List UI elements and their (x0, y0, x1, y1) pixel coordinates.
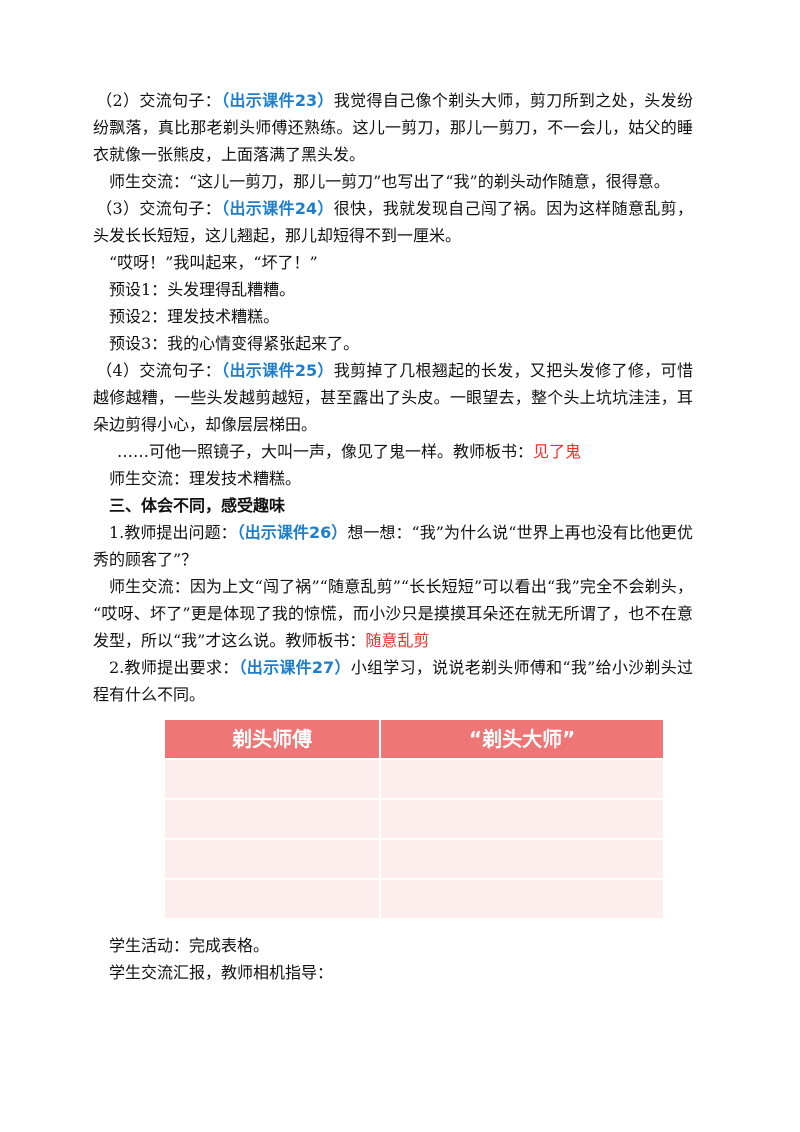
paragraph: （4）交流句子：（出示课件25）我剪掉了几根翘起的长发，又把头发修了修，可惜越修… (93, 357, 693, 438)
text: 想一想：“我”为什么说“世界上再也没有比他更优秀的顾客了”？ (93, 523, 693, 569)
table-cell (379, 758, 665, 800)
table-cell (162, 878, 382, 920)
table-cell (162, 838, 382, 880)
text: 学生活动：完成表格。 (109, 936, 270, 955)
table-cell (379, 798, 665, 840)
highlight-text: （出示课件24） (221, 199, 334, 218)
paragraph: 1.教师提出问题：（出示课件26）想一想：“我”为什么说“世界上再也没有比他更优… (93, 519, 693, 573)
highlight-text: 随意乱剪 (365, 631, 430, 650)
text: 预设3：我的心情变得紧张起来了。 (109, 334, 360, 353)
highlight-text: 见了鬼 (533, 442, 582, 461)
text: 师生交流：理发技术糟糕。 (109, 469, 302, 488)
text: 师生交流：“这儿一剪刀，那儿一剪刀”也写出了“我”的剃头动作随意，很得意。 (109, 172, 670, 191)
heading-text: 三、体会不同，感受趣味 (109, 496, 286, 515)
text: 1.教师提出问题： (109, 523, 237, 542)
table-cell (379, 838, 665, 880)
comparison-table: 剃头师傅 “剃头大师” (162, 718, 665, 920)
text: 2.教师提出要求： (109, 658, 239, 677)
table-header: “剃头大师” (379, 718, 665, 760)
paragraph: 2.教师提出要求：（出示课件27）小组学习，说说老剃头师傅和“我”给小沙剃头过程… (93, 654, 693, 708)
paragraph: （3）交流句子：（出示课件24）很快，我就发现自己闯了祸。因为这样随意乱剪，头发… (93, 195, 693, 249)
text: ……可他一照镜子，大叫一声，像见了鬼一样。教师板书： (117, 442, 534, 461)
table-cell (162, 758, 382, 800)
paragraph: 学生交流汇报，教师相机指导： (93, 959, 693, 986)
paragraph: 预设2：理发技术糟糕。 (93, 303, 693, 330)
text: 很快，我就发现自己闯了祸。因为这样随意乱剪，头发长长短短，这儿翘起，那儿却短得不… (93, 199, 693, 245)
text: 师生交流：因为上文“闯了祸”“随意乱剪”“长长短短”可以看出“我”完全不会剃头，… (93, 577, 693, 650)
text: 预设2：理发技术糟糕。 (109, 307, 280, 326)
paragraph: 学生活动：完成表格。 (93, 932, 693, 959)
paragraph: 预设1：头发理得乱糟糟。 (93, 276, 693, 303)
table-header: 剃头师傅 (162, 718, 382, 760)
table-cell (162, 798, 382, 840)
paragraph: “哎呀！”我叫起来，“坏了！” (93, 249, 693, 276)
text: （4）交流句子： (96, 361, 222, 380)
paragraphs: （2）交流句子：（出示课件23）我觉得自己像个剃头大师，剪刀所到之处，头发纷纷飘… (93, 87, 693, 708)
text: 学生交流汇报，教师相机指导： (109, 963, 334, 982)
table-cell (379, 878, 665, 920)
document: （2）交流句子：（出示课件23）我觉得自己像个剃头大师，剪刀所到之处，头发纷纷飘… (93, 87, 693, 986)
highlight-text: （出示课件25） (221, 361, 334, 380)
paragraph: 师生交流：理发技术糟糕。 (93, 465, 693, 492)
text: 预设1：头发理得乱糟糟。 (109, 280, 296, 299)
text: （3）交流句子： (96, 199, 222, 218)
highlight-text: （出示课件23） (221, 91, 334, 110)
text: （2）交流句子： (96, 91, 222, 110)
text: 小组学习，说说老剃头师傅和“我”给小沙剃头过程有什么不同。 (93, 658, 693, 704)
paragraph: （2）交流句子：（出示课件23）我觉得自己像个剃头大师，剪刀所到之处，头发纷纷飘… (93, 87, 693, 168)
paragraph: ……可他一照镜子，大叫一声，像见了鬼一样。教师板书：见了鬼 (93, 438, 693, 465)
paragraph: 预设3：我的心情变得紧张起来了。 (93, 330, 693, 357)
text: “哎呀！”我叫起来，“坏了！” (109, 253, 318, 272)
paragraph: 三、体会不同，感受趣味 (93, 492, 693, 519)
highlight-text: （出示课件27） (238, 658, 351, 677)
text: 我觉得自己像个剃头大师，剪刀所到之处，头发纷纷飘落，真比那老剃头师傅还熟练。这儿… (93, 91, 693, 164)
text: 我剪掉了几根翘起的长发，又把头发修了修，可惜越修越糟，一些头发越剪越短，甚至露出… (93, 361, 693, 434)
paragraph: 师生交流：“这儿一剪刀，那儿一剪刀”也写出了“我”的剃头动作随意，很得意。 (93, 168, 693, 195)
highlight-text: （出示课件26） (236, 523, 348, 542)
paragraphs: 学生活动：完成表格。学生交流汇报，教师相机指导： (93, 932, 693, 986)
paragraph: 师生交流：因为上文“闯了祸”“随意乱剪”“长长短短”可以看出“我”完全不会剃头，… (93, 573, 693, 654)
